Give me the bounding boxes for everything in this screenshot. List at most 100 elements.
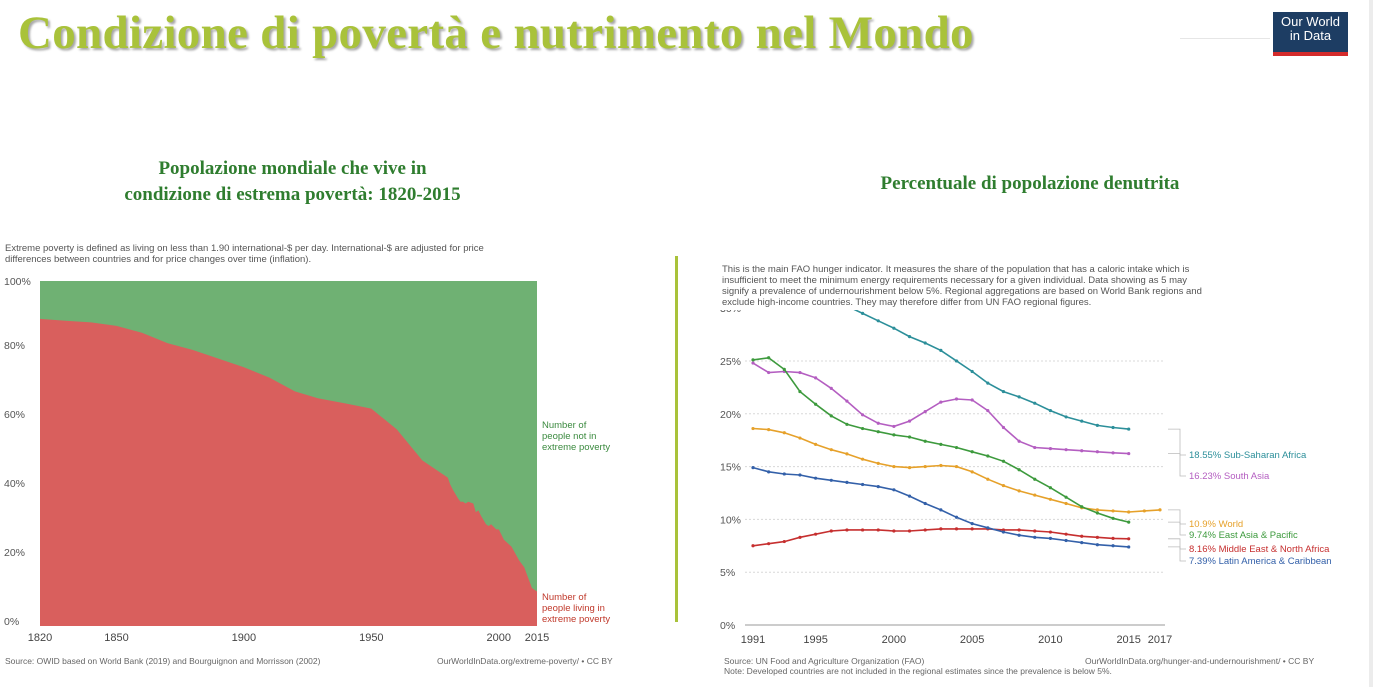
ssa-data-point [876, 319, 880, 323]
sa-data-point [751, 361, 755, 365]
world-data-point [1064, 501, 1068, 506]
eap-data-point [923, 439, 927, 443]
hunger-credit: OurWorldInData.org/hunger-and-undernouri… [1085, 656, 1315, 666]
lac-data-point [845, 480, 849, 485]
eap-data-point [1001, 459, 1006, 463]
poverty-chart-note: Extreme poverty is defined as living on … [5, 243, 585, 265]
world-data-point [1033, 493, 1037, 497]
mena-data-point [1033, 529, 1037, 533]
lac-data-point [907, 494, 912, 498]
ssa-data-point [1080, 419, 1084, 423]
lac-data-point [1064, 538, 1068, 543]
mena-data-point [1064, 532, 1068, 536]
poverty-chart-heading: Popolazione mondiale che vive in condizi… [40, 156, 545, 208]
sa-data-point [1001, 425, 1006, 430]
sa-data-point [1064, 448, 1068, 452]
mena-data-point [939, 527, 943, 531]
lac-data-point [954, 515, 959, 519]
poor-legend-label: people living in [542, 603, 605, 614]
lac-series-label: 7.39% Latin America & Caribbean [1189, 556, 1332, 567]
mena-data-point [751, 544, 755, 548]
poverty-credit: OurWorldInData.org/extreme-poverty/ • CC… [437, 656, 613, 666]
ssa-data-point [892, 326, 896, 330]
eap-series-line [752, 356, 1129, 523]
y-tick-label: 0% [720, 620, 735, 632]
x-tick-label: 1995 [803, 634, 827, 646]
ssa-data-point [970, 369, 974, 374]
world-data-point [954, 464, 959, 469]
section-divider [675, 256, 678, 622]
eap-data-point [1033, 477, 1037, 481]
x-tick-label: 2000 [882, 634, 906, 646]
world-data-point [767, 427, 771, 432]
mena-data-point [970, 527, 974, 531]
x-tick-label: 1991 [741, 634, 765, 646]
sa-data-point [986, 408, 990, 413]
eap-data-point [892, 433, 896, 437]
world-data-point [860, 457, 865, 461]
sa-data-point [860, 413, 865, 417]
eap-data-point [767, 356, 771, 360]
lac-data-point [798, 473, 802, 477]
slide-edge [1369, 0, 1373, 687]
ssa-data-point [1033, 401, 1037, 405]
poverty-note-line-1: Extreme poverty is defined as living on … [5, 243, 484, 254]
sa-data-point [1080, 449, 1084, 453]
lac-data-point [860, 482, 865, 487]
world-data-point [923, 464, 927, 469]
world-data-point [892, 464, 896, 469]
world-data-point [1111, 509, 1115, 513]
lac-data-point [1001, 530, 1006, 534]
poor-legend-label: Number of [542, 592, 587, 603]
ssa-data-point [1095, 423, 1099, 427]
sa-series-label: 16.23% South Asia [1189, 471, 1270, 482]
x-tick-label: 2000 [487, 632, 511, 644]
mena-data-point [860, 528, 865, 532]
mena-data-point [892, 529, 896, 533]
world-data-point [1017, 489, 1021, 493]
lac-data-point [814, 476, 818, 480]
lac-data-point [751, 466, 755, 470]
y-tick-label: 0% [4, 616, 19, 628]
eap-series-label: 9.74% East Asia & Pacific [1189, 530, 1298, 541]
mena-data-point [923, 528, 927, 532]
mena-data-point [767, 542, 771, 546]
sa-data-point [1017, 439, 1021, 443]
sa-data-point [1095, 450, 1099, 454]
logo-line-1: Our World [1281, 14, 1340, 29]
y-tick-label: 60% [4, 409, 25, 421]
not-poor-legend-label: Number of [542, 420, 587, 431]
lac-data-point [782, 472, 786, 476]
lac-data-point [1095, 543, 1099, 547]
lac-data-point [939, 508, 943, 512]
world-data-point [751, 426, 755, 431]
hunger-note-line-3: signify a prevalence of undernourishment… [722, 286, 1202, 297]
world-data-point [782, 431, 786, 435]
poverty-note-line-2: differences between countries and for pr… [5, 254, 312, 265]
x-tick-label: 1850 [104, 632, 128, 644]
not-poor-legend-label: people not in [542, 431, 596, 442]
sa-data-point [923, 410, 927, 414]
lac-data-point [1033, 535, 1037, 539]
ssa-data-point [1111, 425, 1115, 430]
lac-data-point [767, 470, 771, 474]
x-tick-label: 2015 [1116, 634, 1140, 646]
eap-data-point [1080, 505, 1084, 509]
ssa-series-label: 18.55% Sub-Saharan Africa [1189, 450, 1307, 461]
eap-data-point [751, 358, 755, 362]
lac-data-point [1048, 536, 1053, 540]
hunger-chart-note: This is the main FAO hunger indicator. I… [722, 264, 1282, 308]
world-data-point [829, 448, 833, 452]
mena-data-point [907, 529, 912, 533]
world-series-label: 10.9% World [1189, 519, 1243, 530]
hunger-note-line-2: insufficient to meet the minimum energy … [722, 275, 1188, 286]
eap-data-point [1048, 486, 1053, 490]
mena-data-point [1111, 536, 1115, 540]
sa-data-point [1127, 451, 1131, 456]
sa-data-point [829, 386, 833, 390]
y-tick-label: 30% [720, 310, 741, 315]
x-tick-label: 1820 [28, 632, 52, 644]
poverty-area-chart: 0% 20% 40% 60% 80% 100% 1820 1850 1900 1950 2000 20… [4, 276, 610, 644]
hunger-line-chart: 0% 5% 10% 15% 20% 25% 30% 1991 1995 2000 2005 2010 2… [720, 310, 1332, 646]
hunger-source-note: Note: Developed countries are not includ… [724, 666, 1112, 676]
